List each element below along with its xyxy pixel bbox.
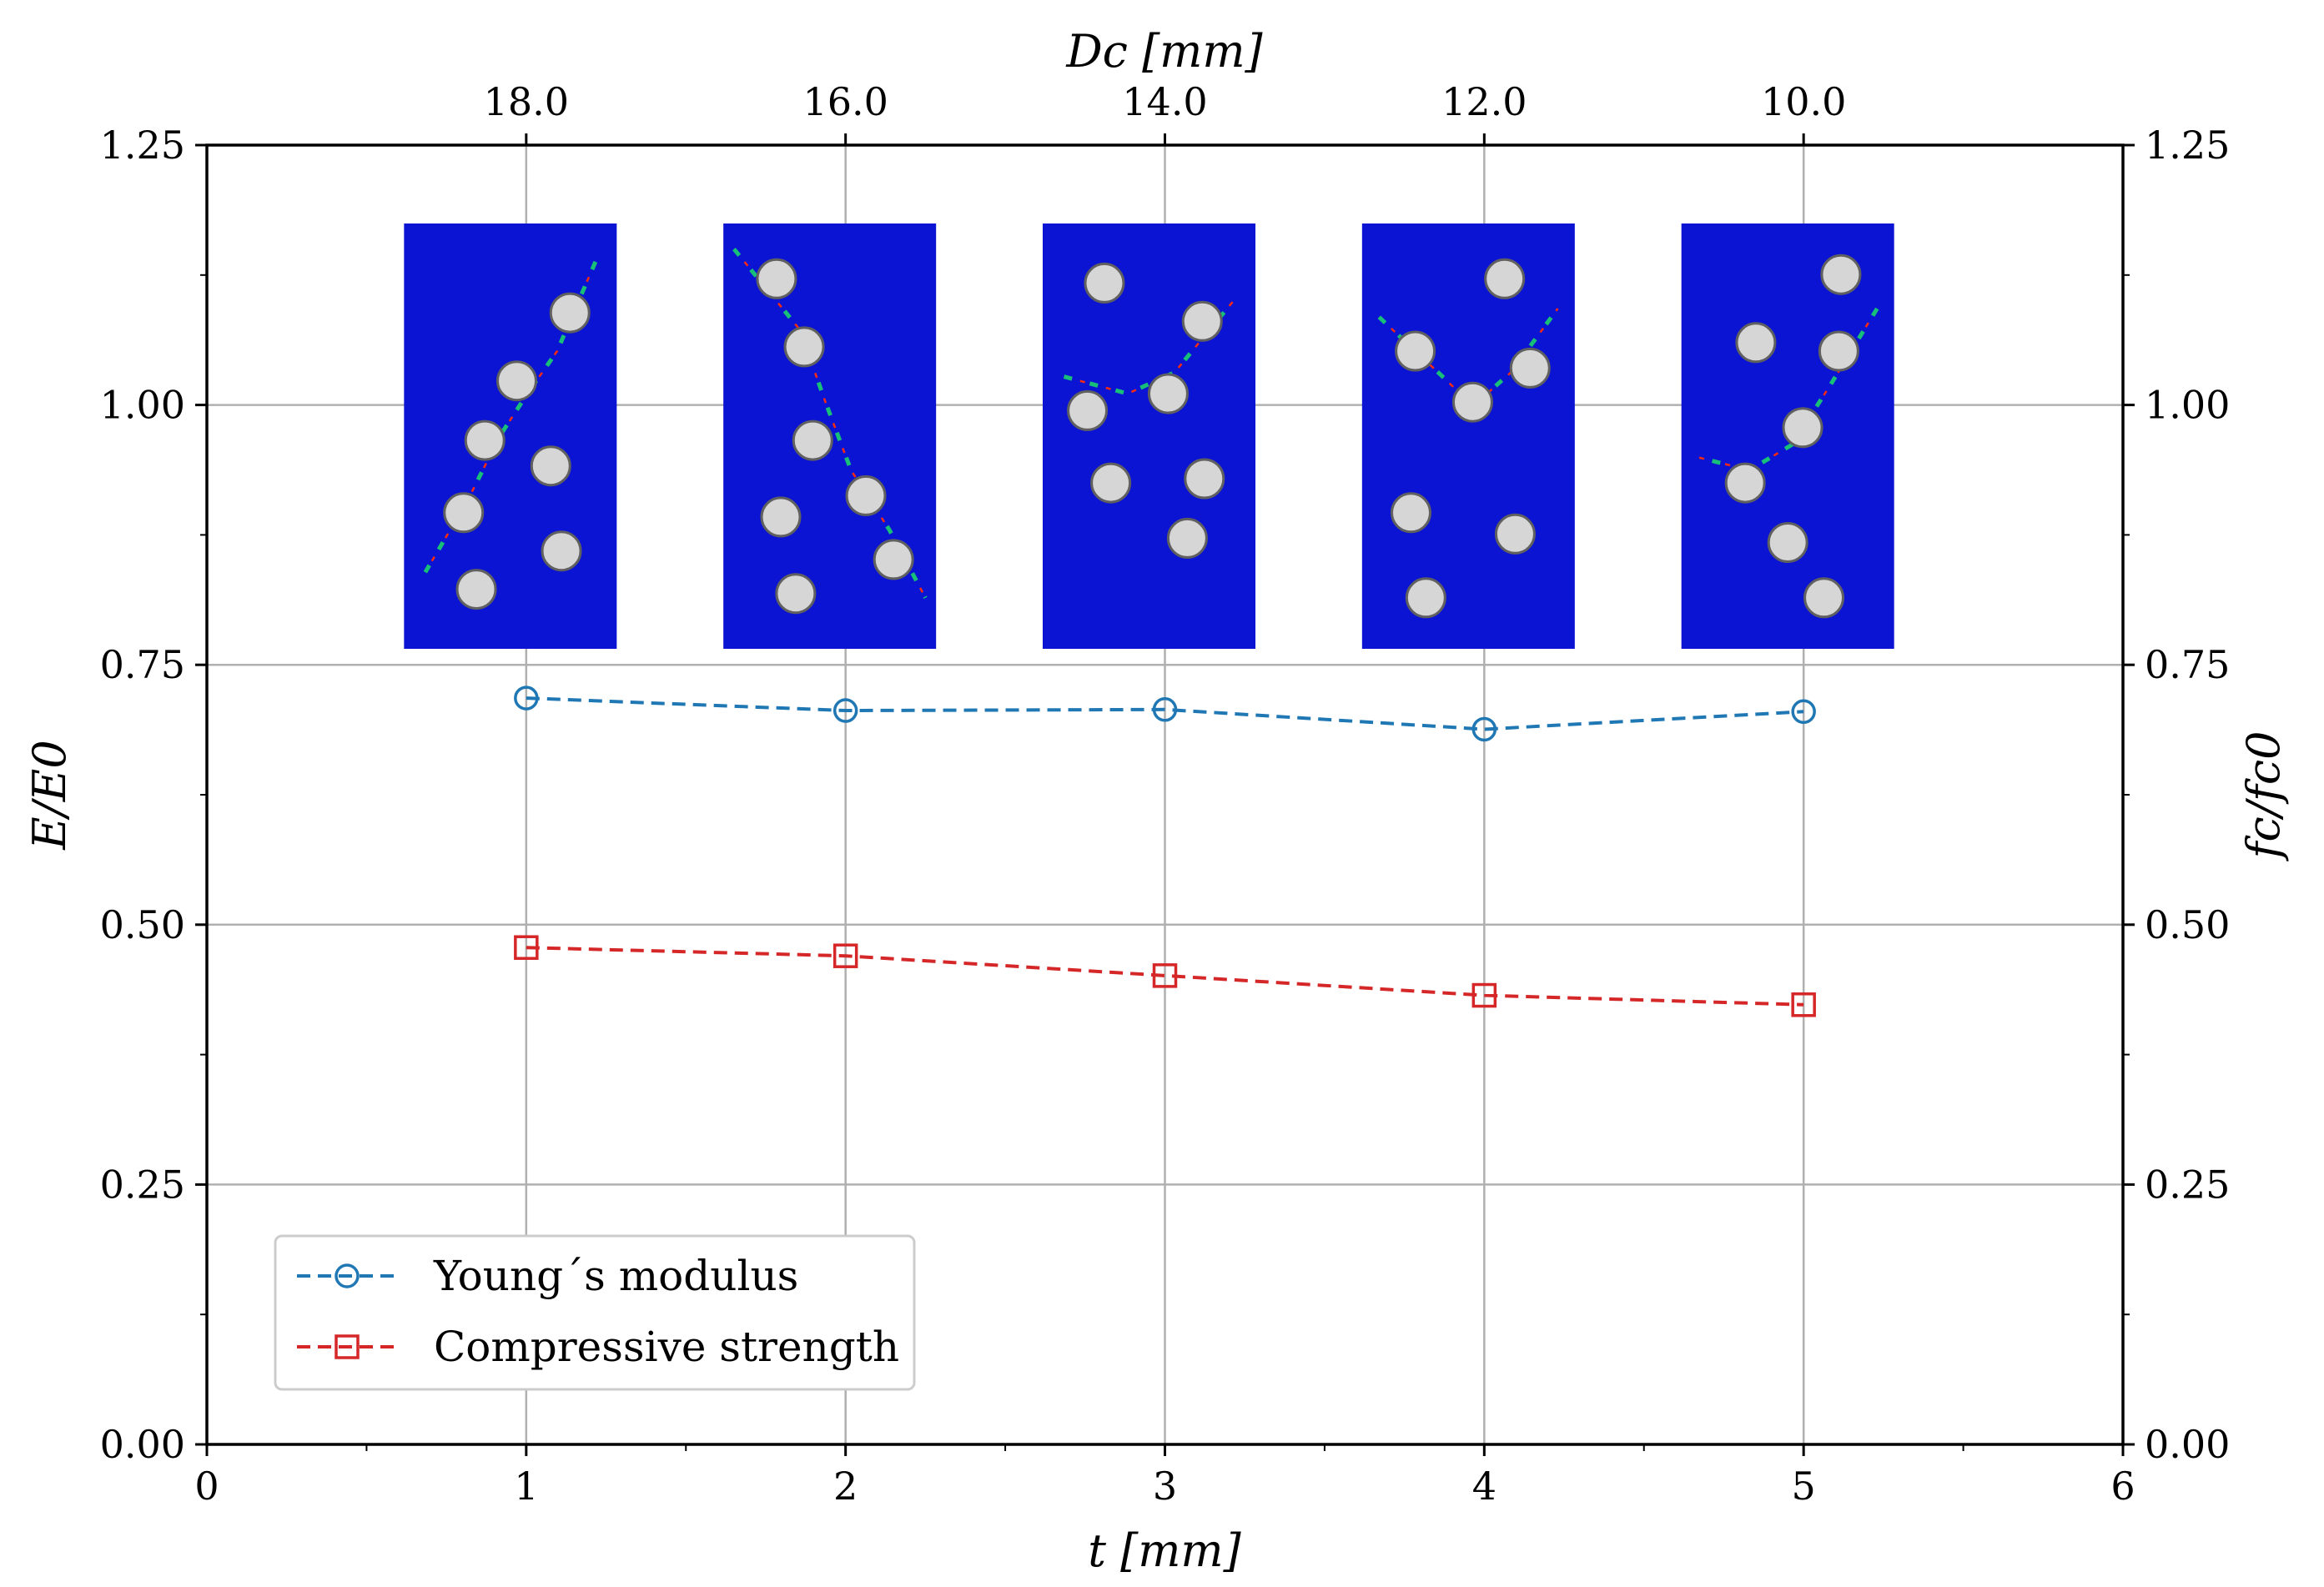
inclusion-circle <box>1184 458 1225 500</box>
x-top-tick-label: 16.0 <box>802 79 888 124</box>
crack-path <box>423 260 598 574</box>
legend-label-compressive-strength: Compressive strength <box>434 1323 899 1371</box>
x-top-tick-label: 12.0 <box>1441 79 1527 124</box>
inclusion-circle <box>1405 577 1446 619</box>
inset-image <box>1043 223 1255 649</box>
x-tick-label: 1 <box>514 1464 538 1509</box>
inclusion-circle <box>1494 513 1536 555</box>
data-point-circle <box>514 686 539 711</box>
inclusion-circle <box>1395 330 1436 372</box>
inclusion-circle <box>464 419 506 461</box>
inclusion-circle <box>1782 407 1823 449</box>
legend-box <box>274 1234 916 1391</box>
legend-square-marker <box>335 1334 360 1359</box>
inclusion-circle <box>756 258 797 299</box>
y-tick-label: 0.25 <box>100 1162 185 1207</box>
inclusion-circle <box>783 326 825 368</box>
inset-background <box>1361 223 1575 649</box>
legend-entry-youngs-modulus: Young´s modulus <box>297 1252 798 1300</box>
inclusion-circle <box>443 492 485 534</box>
x-axis-title: t [mm] <box>1088 1524 1241 1577</box>
inclusion-circle <box>1451 381 1493 423</box>
inclusion-circle <box>845 475 887 516</box>
x-tick-label: 3 <box>1153 1464 1177 1509</box>
y-right-tick-label: 1.25 <box>2145 123 2230 168</box>
x-tick-label: 0 <box>194 1464 219 1509</box>
inclusion-circle <box>1147 373 1189 414</box>
inclusion-circle <box>1818 330 1859 372</box>
data-point-circle <box>833 698 858 723</box>
series-line-0 <box>526 696 1804 731</box>
x-tick-label: 6 <box>2110 1464 2135 1509</box>
inclusion-circle <box>1803 577 1845 619</box>
inset-image <box>723 223 937 649</box>
y-right-axis-title: fc/fc0 <box>2237 731 2290 861</box>
x-tick-label: 2 <box>833 1464 858 1509</box>
inclusion-circle <box>1181 300 1223 342</box>
y-right-tick-label: 0.75 <box>2145 642 2230 687</box>
inclusion-circle <box>530 445 571 487</box>
inclusion-circle <box>541 530 582 572</box>
y-right-tick-label: 0.00 <box>2145 1422 2230 1467</box>
inclusion-circle <box>760 496 802 538</box>
y-tick-label: 0.75 <box>100 642 185 687</box>
inset-image <box>1361 223 1575 649</box>
ticks: 0 1 2 3 4 5 6 18.0 16.0 14.0 12.0 10.0 0.00 0.25 0.50 0… <box>100 79 2231 1509</box>
legend-entry-compressive-strength: Compressive strength <box>297 1323 899 1371</box>
inclusion-circle <box>792 419 833 461</box>
y-right-tick-label: 0.25 <box>2145 1162 2230 1207</box>
inset-images <box>404 223 1894 649</box>
inset-image <box>1681 223 1894 649</box>
inclusion-circle <box>873 539 914 580</box>
inclusion-circle <box>1820 254 1862 295</box>
y-tick-label: 0.00 <box>100 1422 185 1467</box>
inclusion-circle <box>1724 462 1766 504</box>
data-point-square <box>1791 992 1816 1017</box>
inclusion-circle <box>1484 258 1526 299</box>
data-point-circle <box>1471 716 1497 742</box>
inclusion-circle <box>455 569 497 610</box>
legend: Young´s modulus Compressive strength <box>274 1234 916 1391</box>
inclusion-circle <box>1166 517 1208 559</box>
inclusion-circle <box>1767 522 1808 563</box>
data-point-circle <box>1791 699 1816 725</box>
inset-image <box>404 223 617 649</box>
data-point-circle <box>1152 697 1178 722</box>
data-point-square <box>833 943 858 968</box>
inclusion-circle <box>549 292 591 334</box>
inclusion-circle <box>1090 462 1132 504</box>
inset-background <box>1043 223 1255 649</box>
series-layer <box>514 686 1816 1017</box>
inclusion-circle <box>1067 389 1109 431</box>
series-line-1 <box>526 946 1804 1007</box>
data-point-square <box>1471 982 1497 1008</box>
y-tick-label: 1.25 <box>100 123 185 168</box>
inset-background <box>404 223 617 649</box>
x-top-tick-label: 14.0 <box>1122 79 1207 124</box>
inclusion-circle <box>1084 262 1125 304</box>
x-top-tick-label: 10.0 <box>1761 79 1846 124</box>
y-right-tick-label: 0.50 <box>2145 902 2230 947</box>
x-top-axis-title: Dc [mm] <box>1065 25 1263 78</box>
inclusion-circle <box>1735 322 1777 364</box>
x-top-tick-label: 18.0 <box>484 79 569 124</box>
x-tick-label: 4 <box>1472 1464 1497 1509</box>
inclusion-circle <box>495 360 537 402</box>
y-right-tick-label: 1.00 <box>2145 383 2230 428</box>
inclusion-circle <box>775 573 817 615</box>
legend-label-youngs-modulus: Young´s modulus <box>433 1252 798 1300</box>
x-tick-label: 5 <box>1792 1464 1816 1509</box>
y-tick-label: 1.00 <box>100 383 185 428</box>
crack-path <box>732 248 928 599</box>
data-point-square <box>514 935 539 960</box>
y-tick-label: 0.50 <box>100 902 185 947</box>
legend-circle-marker <box>335 1263 360 1288</box>
data-point-square <box>1152 963 1178 988</box>
y-axis-title: E/E0 <box>23 740 76 850</box>
inclusion-circle <box>1509 347 1551 389</box>
inclusion-circle <box>1390 492 1431 534</box>
